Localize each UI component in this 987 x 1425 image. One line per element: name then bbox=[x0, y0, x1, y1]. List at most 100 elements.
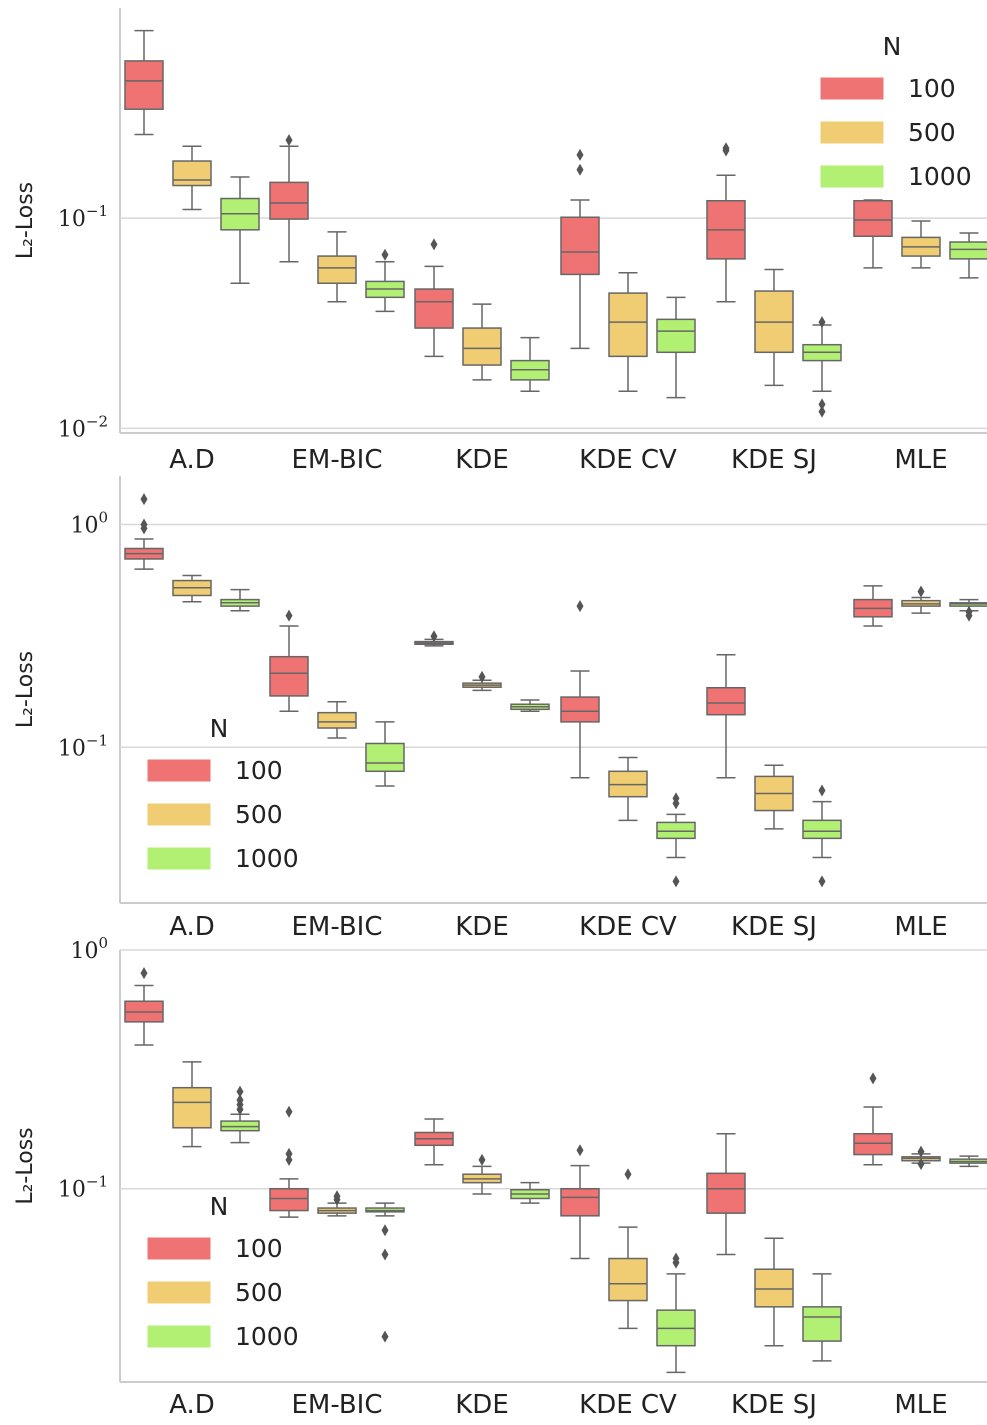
box-1000-EM-BIC bbox=[365, 1202, 405, 1343]
box-500-KDE bbox=[462, 303, 502, 381]
legend-label-100: 100 bbox=[908, 74, 956, 103]
outlier-point bbox=[140, 493, 148, 506]
outlier-point bbox=[285, 609, 293, 622]
legend-swatch-1000 bbox=[819, 164, 885, 189]
box-100-KDE CV bbox=[560, 600, 600, 779]
outlier-point bbox=[818, 875, 826, 888]
box-500-KDE bbox=[462, 1153, 502, 1195]
box-1000-KDE CV bbox=[656, 1252, 696, 1374]
box-iqr bbox=[365, 742, 405, 773]
box-iqr bbox=[656, 821, 696, 840]
legend-swatch-500 bbox=[146, 1280, 212, 1305]
box-100-KDE SJ bbox=[706, 142, 746, 303]
outlier-point bbox=[430, 630, 438, 643]
box-100-MLE bbox=[853, 1072, 893, 1166]
chart-panel-1: 10−2 10−1 L₂-Loss A.D EM-BIC KDE KDE CV KDE SJ M… bbox=[13, 8, 987, 475]
x-tick-label: A.D bbox=[169, 912, 215, 942]
box-iqr bbox=[608, 1257, 648, 1302]
x-tick-label: MLE bbox=[894, 912, 947, 942]
box-iqr bbox=[608, 292, 648, 358]
x-tick-label: MLE bbox=[894, 1390, 947, 1420]
x-tick-label: EM-BIC bbox=[292, 445, 383, 475]
y-axis-label: L₂-Loss bbox=[13, 1127, 38, 1204]
legend-label-500: 500 bbox=[235, 800, 283, 829]
y-tick-label: 100 bbox=[70, 508, 108, 538]
legend-swatch-100 bbox=[146, 758, 212, 783]
box-iqr bbox=[656, 318, 696, 354]
x-tick-label: KDE bbox=[455, 912, 509, 942]
x-tick-label: KDE bbox=[455, 445, 509, 475]
box-1000-KDE bbox=[510, 336, 550, 393]
box-iqr bbox=[172, 160, 212, 187]
box-500-A.D bbox=[172, 1061, 212, 1148]
legend-swatch-100 bbox=[819, 76, 885, 101]
box-500-EM-BIC bbox=[317, 231, 357, 303]
box-iqr bbox=[560, 696, 600, 723]
box-1000-KDE bbox=[510, 1181, 550, 1204]
box-iqr bbox=[269, 181, 309, 220]
x-tick-label: EM-BIC bbox=[292, 1390, 383, 1420]
outlier-point bbox=[381, 1224, 389, 1237]
legend-label-1000: 1000 bbox=[235, 844, 299, 873]
outlier-point bbox=[381, 248, 389, 261]
box-iqr bbox=[269, 655, 309, 697]
legend-swatch-500 bbox=[146, 802, 212, 827]
legend-title: N bbox=[883, 32, 902, 61]
x-tick-label: A.D bbox=[169, 445, 215, 475]
outlier-point bbox=[624, 1168, 632, 1181]
box-iqr bbox=[462, 327, 502, 366]
legend-swatch-1000 bbox=[146, 1324, 212, 1349]
outlier-point bbox=[576, 148, 584, 161]
box-500-A.D bbox=[172, 145, 212, 211]
outlier-point bbox=[236, 1094, 244, 1107]
box-100-EM-BIC bbox=[269, 1105, 309, 1218]
box-1000-A.D bbox=[220, 1085, 260, 1144]
box-100-A.D bbox=[124, 493, 164, 570]
outlier-point bbox=[672, 875, 680, 888]
box-iqr bbox=[317, 255, 357, 285]
legend-title: N bbox=[210, 714, 229, 743]
box-iqr bbox=[269, 1187, 309, 1212]
box-1000-MLE bbox=[949, 232, 987, 279]
x-tick-label: KDE CV bbox=[579, 912, 677, 942]
box-500-KDE SJ bbox=[754, 764, 794, 830]
box-iqr bbox=[414, 288, 454, 329]
outlier-point bbox=[722, 142, 730, 155]
box-500-KDE SJ bbox=[754, 268, 794, 387]
x-tick-label: KDE CV bbox=[579, 445, 677, 475]
outlier-point bbox=[381, 1330, 389, 1343]
outlier-point bbox=[576, 163, 584, 176]
outlier-point bbox=[140, 518, 148, 531]
box-500-MLE bbox=[901, 220, 941, 269]
box-500-KDE CV bbox=[608, 1168, 648, 1330]
box-iqr bbox=[706, 1172, 746, 1214]
box-1000-MLE bbox=[949, 598, 987, 622]
x-tick-label: KDE CV bbox=[579, 1390, 677, 1420]
outlier-point bbox=[917, 1145, 925, 1158]
x-tick-label: KDE bbox=[455, 1390, 509, 1420]
y-axis-label: L₂-Loss bbox=[13, 651, 38, 728]
y-tick-label: 10−1 bbox=[58, 202, 108, 232]
outlier-point bbox=[818, 398, 826, 411]
box-1000-KDE CV bbox=[656, 792, 696, 888]
outlier-point bbox=[430, 238, 438, 251]
y-tick-label: 10−2 bbox=[58, 412, 108, 442]
outlier-point bbox=[818, 405, 826, 418]
outlier-point bbox=[576, 600, 584, 613]
box-100-A.D bbox=[124, 29, 164, 136]
box-iqr bbox=[754, 1268, 794, 1308]
box-1000-MLE bbox=[949, 1155, 987, 1168]
outlier-point bbox=[236, 1085, 244, 1098]
outlier-point bbox=[285, 1153, 293, 1166]
box-iqr bbox=[853, 1132, 893, 1156]
box-1000-KDE SJ bbox=[802, 1273, 842, 1362]
outlier-point bbox=[917, 585, 925, 598]
legend-swatch-1000 bbox=[146, 846, 212, 871]
outlier-point bbox=[285, 134, 293, 147]
box-1000-A.D bbox=[220, 176, 260, 285]
box-1000-A.D bbox=[220, 588, 260, 612]
legend-title: N bbox=[210, 1192, 229, 1221]
outlier-point bbox=[285, 1147, 293, 1160]
box-100-MLE bbox=[853, 199, 893, 269]
